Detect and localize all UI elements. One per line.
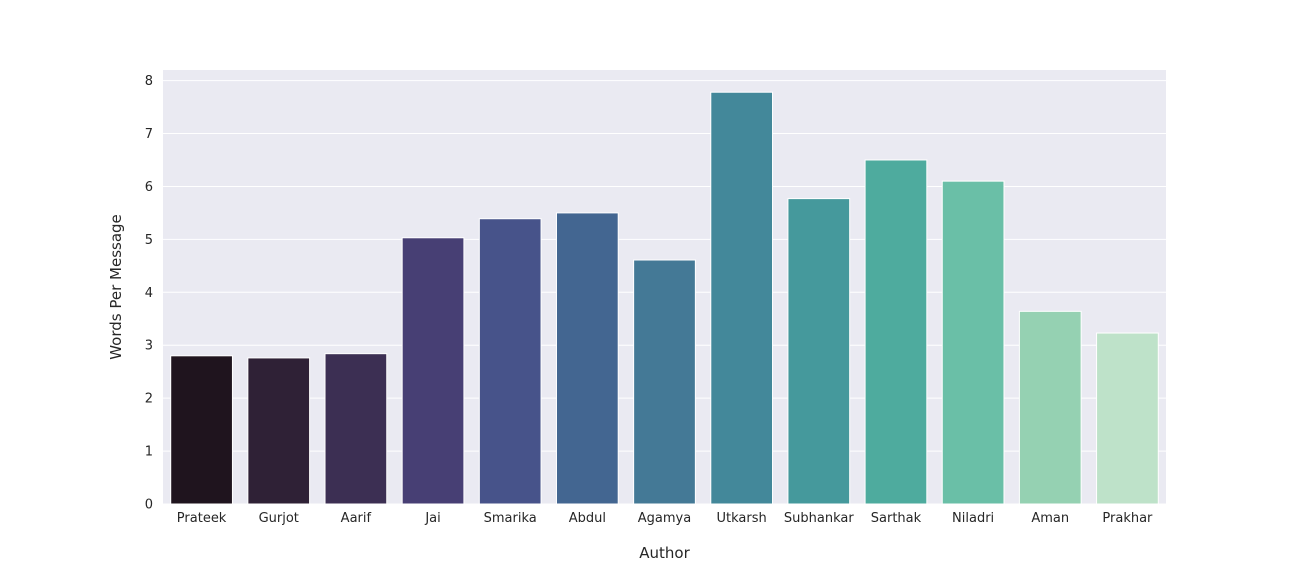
x-tick-label-abdul: Abdul bbox=[569, 511, 606, 526]
x-tick-label-utkarsh: Utkarsh bbox=[717, 511, 767, 526]
bar-jai bbox=[401, 237, 465, 505]
y-tick-label: 3 bbox=[145, 339, 153, 354]
x-tick-label-smarika: Smarika bbox=[484, 511, 537, 526]
bar-prateek bbox=[170, 355, 233, 505]
x-tick-label-prakhar: Prakhar bbox=[1102, 511, 1153, 526]
x-tick-label-agamya: Agamya bbox=[638, 511, 691, 526]
y-tick-labels: 0 1 2 3 4 5 6 7 8 bbox=[145, 74, 153, 512]
y-tick-label: 5 bbox=[145, 233, 153, 248]
bar-aman bbox=[1018, 310, 1082, 505]
bar-niladri bbox=[941, 180, 1005, 505]
y-tick-label: 0 bbox=[145, 498, 153, 513]
y-tick-label: 7 bbox=[145, 127, 153, 142]
x-tick-label-jai: Jai bbox=[424, 511, 440, 526]
x-tick-label-gurjot: Gurjot bbox=[259, 511, 299, 526]
y-tick-label: 4 bbox=[145, 286, 153, 301]
x-tick-label-subhankar: Subhankar bbox=[784, 511, 854, 526]
bar-utkarsh bbox=[710, 91, 774, 505]
x-tick-label-prateek: Prateek bbox=[177, 511, 227, 526]
y-tick-label: 8 bbox=[145, 74, 153, 89]
x-tick-label-aarif: Aarif bbox=[341, 511, 372, 526]
x-tick-label-aman: Aman bbox=[1031, 511, 1069, 526]
bar-smarika bbox=[478, 218, 542, 505]
bar-agamya bbox=[633, 259, 696, 505]
bar-aarif bbox=[324, 353, 388, 505]
y-tick-label: 1 bbox=[145, 445, 153, 460]
bars bbox=[170, 91, 1159, 505]
y-axis-label: Words Per Message bbox=[107, 214, 125, 360]
y-tick-label: 2 bbox=[145, 392, 153, 407]
bar-sarthak bbox=[864, 159, 928, 505]
bar-prakhar bbox=[1096, 332, 1159, 505]
x-tick-label-sarthak: Sarthak bbox=[871, 511, 922, 526]
x-tick-labels: Prateek Gurjot Aarif Jai Smarika Abdul Agamya U… bbox=[177, 511, 1153, 526]
x-axis-label: Author bbox=[639, 544, 690, 562]
y-tick-label: 6 bbox=[145, 180, 153, 195]
bar-subhankar bbox=[787, 198, 851, 505]
bar-abdul bbox=[555, 212, 619, 505]
x-tick-label-niladri: Niladri bbox=[952, 511, 994, 526]
bar-gurjot bbox=[247, 357, 311, 505]
